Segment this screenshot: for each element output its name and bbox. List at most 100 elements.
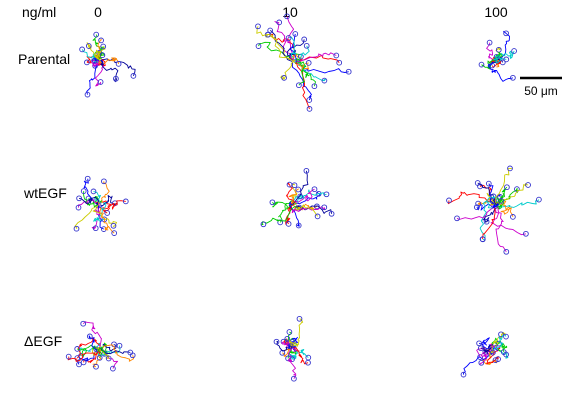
track-endpoint-marker	[478, 61, 485, 68]
track-endpoint-marker	[93, 363, 99, 370]
track-endpoint-marker	[305, 359, 311, 366]
track-panel-wtegf-0	[73, 175, 129, 236]
dose-label-0: 0	[94, 4, 102, 20]
track-endpoint-marker	[492, 357, 499, 363]
cell-track	[256, 26, 295, 63]
track-endpoint-marker	[503, 56, 510, 63]
unit-label: ng/ml	[22, 4, 56, 20]
track-endpoint-marker	[285, 35, 292, 41]
track-endpoint-marker	[474, 180, 481, 186]
track-endpoint-marker	[495, 356, 501, 362]
cell-track	[493, 55, 507, 64]
track-endpoint-marker	[76, 361, 82, 368]
track-endpoint-marker	[285, 221, 292, 227]
track-endpoint-marker	[65, 353, 72, 360]
cell-track	[288, 36, 297, 59]
track-endpoint-marker	[345, 68, 352, 75]
track-endpoint-marker	[273, 338, 280, 345]
track-endpoint-marker	[306, 106, 313, 112]
track-endpoint-marker	[97, 79, 104, 85]
cell-track	[288, 188, 299, 206]
track-endpoint-marker	[511, 48, 517, 54]
track-endpoint-marker	[303, 167, 310, 174]
track-endpoint-marker	[477, 345, 484, 352]
track-endpoint-marker	[122, 198, 129, 205]
track-endpoint-marker	[80, 320, 87, 327]
track-endpoint-marker	[498, 198, 504, 204]
dose-label-10: 10	[282, 4, 298, 20]
cell-track	[272, 201, 297, 210]
track-endpoint-marker	[328, 210, 335, 217]
track-endpoint-marker	[75, 204, 82, 211]
track-endpoint-marker	[80, 188, 87, 194]
cell-track	[100, 61, 119, 83]
cell-track	[482, 207, 496, 240]
track-endpoint-marker	[286, 181, 293, 188]
track-endpoint-marker	[281, 75, 287, 81]
cell-track	[92, 52, 106, 67]
track-endpoint-marker	[311, 83, 318, 90]
track-endpoint-marker	[104, 210, 111, 216]
track-endpoint-marker	[269, 199, 276, 206]
track-endpoint-marker	[110, 222, 117, 229]
cell-track	[93, 202, 107, 222]
track-endpoint-marker	[485, 180, 492, 187]
cell-track	[487, 61, 514, 82]
cell-track	[91, 59, 100, 67]
track-endpoint-marker	[286, 329, 293, 335]
track-endpoint-marker	[479, 236, 486, 242]
track-endpoint-marker	[523, 230, 529, 237]
track-endpoint-marker	[130, 73, 137, 79]
track-endpoint-marker	[76, 195, 82, 202]
cell-track	[463, 347, 498, 375]
row-label-parental: Parental	[18, 51, 70, 67]
track-endpoint-marker	[295, 222, 302, 229]
track-endpoint-marker	[101, 350, 108, 357]
cell-track	[92, 202, 118, 227]
track-endpoint-marker	[90, 188, 97, 195]
cell-track	[297, 52, 337, 63]
cell-track	[490, 204, 526, 236]
cell-track	[495, 167, 512, 203]
track-endpoint-marker	[287, 343, 294, 350]
track-endpoint-marker	[291, 375, 297, 382]
track-endpoint-marker	[99, 52, 106, 59]
track-endpoint-marker	[483, 218, 490, 225]
track-endpoint-marker	[100, 43, 107, 50]
track-endpoint-marker	[474, 204, 480, 211]
cell-track	[269, 30, 293, 62]
track-panel-wtegf-10	[260, 167, 335, 229]
cell-track	[88, 335, 98, 352]
track-endpoint-marker	[490, 193, 497, 200]
cell-track	[101, 344, 135, 362]
track-endpoint-marker	[101, 178, 107, 185]
cell-track	[93, 190, 102, 205]
track-endpoint-marker	[323, 191, 330, 198]
track-endpoint-marker	[115, 61, 122, 67]
cell-track	[265, 34, 298, 62]
track-endpoint-marker	[486, 39, 493, 46]
scale-bar-label: 50 μm	[524, 84, 558, 98]
cell-track	[81, 49, 100, 64]
track-endpoint-marker	[496, 340, 502, 347]
track-endpoint-marker	[285, 355, 291, 362]
cell-track	[98, 57, 120, 65]
cell-track	[494, 50, 515, 60]
track-endpoint-marker	[267, 27, 274, 34]
cell-track	[294, 59, 316, 87]
track-endpoint-marker	[73, 225, 80, 232]
cell-track	[294, 204, 318, 217]
track-endpoint-marker	[476, 340, 482, 347]
track-endpoint-marker	[498, 331, 504, 338]
track-endpoint-marker	[110, 365, 116, 372]
track-endpoint-marker	[311, 186, 318, 193]
track-panel-delta-egf-100	[460, 331, 509, 378]
cell-track	[278, 200, 295, 223]
cell-track	[293, 58, 327, 82]
track-panel-parental-100	[478, 30, 517, 82]
track-endpoint-marker	[260, 221, 267, 228]
track-endpoint-marker	[446, 197, 452, 204]
track-endpoint-marker	[92, 225, 99, 232]
track-endpoint-marker	[86, 333, 93, 340]
cell-track	[280, 59, 295, 80]
